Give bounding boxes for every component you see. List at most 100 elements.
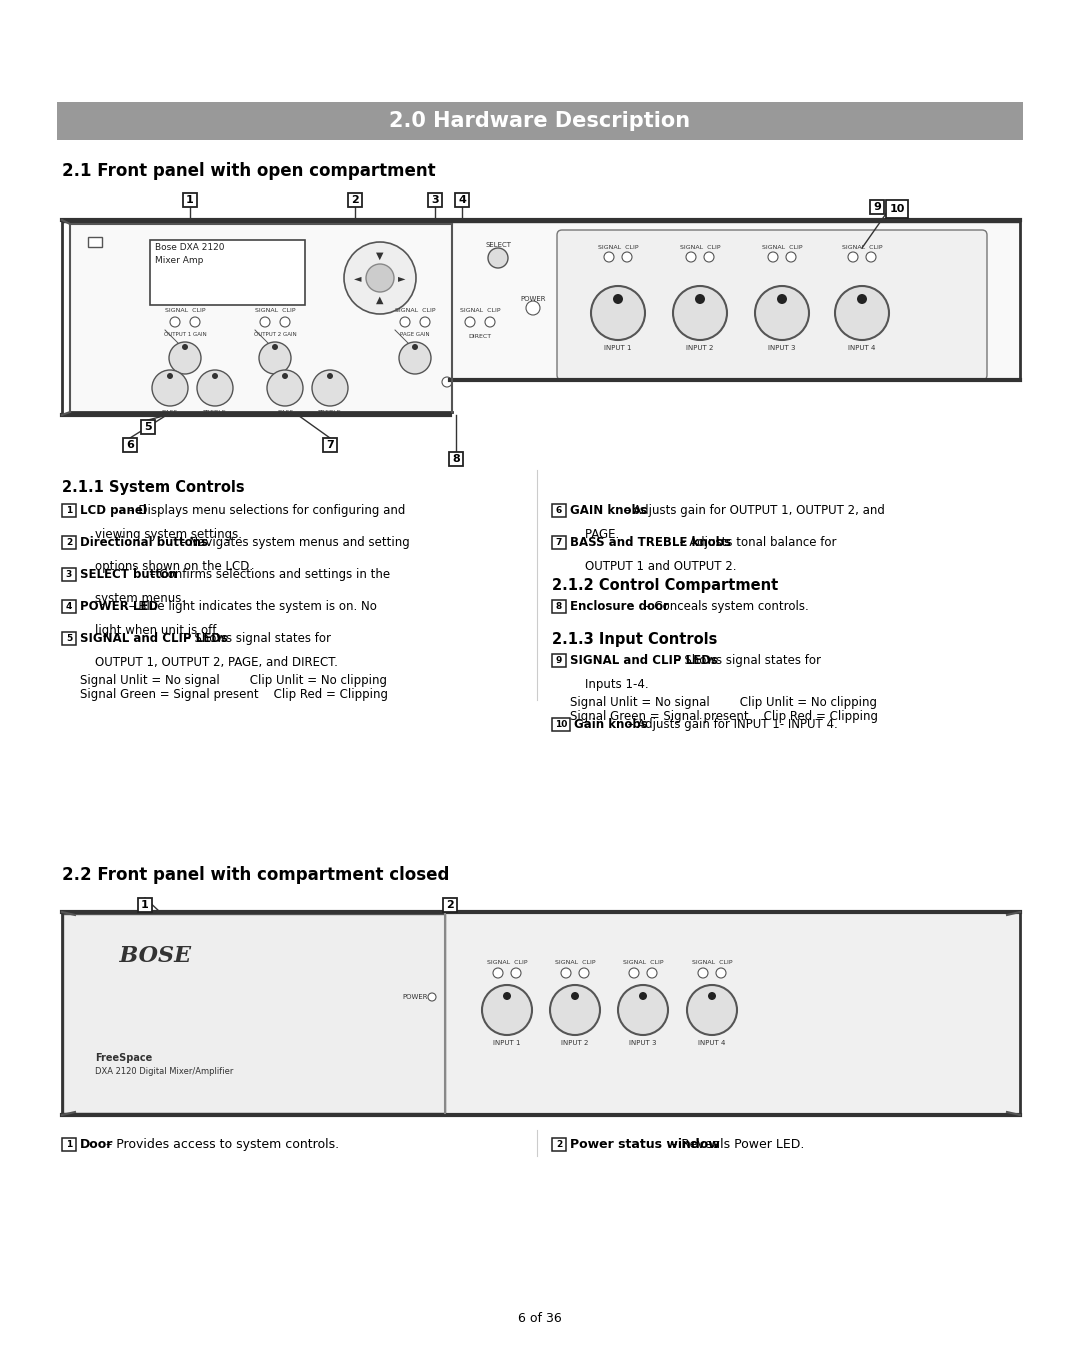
Text: options shown on the LCD.: options shown on the LCD.: [80, 561, 253, 573]
Circle shape: [420, 316, 430, 327]
Circle shape: [848, 252, 858, 262]
Text: – Navigates system menus and setting: – Navigates system menus and setting: [176, 536, 409, 548]
Text: system menus.: system menus.: [80, 592, 185, 606]
Circle shape: [618, 985, 669, 1035]
Text: SIGNAL  CLIP: SIGNAL CLIP: [555, 960, 595, 964]
Text: 6 of 36: 6 of 36: [518, 1312, 562, 1324]
Text: SIGNAL  CLIP: SIGNAL CLIP: [487, 960, 527, 964]
Text: Signal Green = Signal present    Clip Red = Clipping: Signal Green = Signal present Clip Red =…: [570, 711, 878, 723]
Circle shape: [647, 968, 657, 978]
Text: 5: 5: [66, 634, 72, 642]
Circle shape: [591, 286, 645, 340]
Circle shape: [259, 342, 291, 374]
Circle shape: [755, 286, 809, 340]
Text: POWER LED: POWER LED: [80, 600, 158, 612]
Circle shape: [312, 370, 348, 406]
Text: 10: 10: [555, 720, 567, 728]
Text: 8: 8: [453, 454, 460, 464]
Text: SIGNAL  CLIP: SIGNAL CLIP: [395, 308, 435, 312]
Circle shape: [170, 316, 180, 327]
Circle shape: [704, 252, 714, 262]
Circle shape: [768, 252, 778, 262]
Text: DIRECT: DIRECT: [469, 334, 491, 340]
Text: INPUT 3: INPUT 3: [768, 345, 796, 351]
Bar: [552, 505, 566, 517]
Text: Signal Green = Signal present    Clip Red = Clipping: Signal Green = Signal present Clip Red =…: [80, 687, 388, 701]
Bar: [71, 225, 451, 411]
Circle shape: [399, 342, 431, 374]
Circle shape: [428, 993, 436, 1001]
Text: light when unit is off.: light when unit is off.: [80, 623, 219, 637]
Text: INPUT 2: INPUT 2: [686, 345, 714, 351]
Text: 7: 7: [326, 441, 334, 450]
Text: 3: 3: [66, 570, 72, 578]
Circle shape: [183, 344, 188, 351]
Circle shape: [400, 316, 410, 327]
Bar: [183, 192, 197, 207]
Text: SIGNAL  CLIP: SIGNAL CLIP: [165, 308, 205, 312]
Circle shape: [629, 968, 639, 978]
Text: SIGNAL  CLIP: SIGNAL CLIP: [841, 246, 882, 250]
Circle shape: [786, 252, 796, 262]
Bar: [63, 914, 445, 1113]
Text: 8: 8: [556, 602, 562, 611]
Circle shape: [858, 295, 867, 304]
Text: OUTPUT 1, OUTPUT 2, PAGE, and DIRECT.: OUTPUT 1, OUTPUT 2, PAGE, and DIRECT.: [80, 656, 338, 668]
Bar: [552, 536, 566, 548]
Text: Bose DXA 2120: Bose DXA 2120: [156, 243, 225, 252]
Circle shape: [613, 295, 623, 304]
Text: Gain knobs: Gain knobs: [573, 717, 648, 731]
Text: PAGE GAIN: PAGE GAIN: [401, 331, 430, 337]
Text: SIGNAL and CLIP LEDs: SIGNAL and CLIP LEDs: [80, 632, 228, 645]
Text: 2.2 Front panel with compartment closed: 2.2 Front panel with compartment closed: [62, 866, 449, 884]
Text: SIGNAL  CLIP: SIGNAL CLIP: [623, 960, 663, 964]
Circle shape: [561, 968, 571, 978]
Text: – Confirms selections and settings in the: – Confirms selections and settings in th…: [146, 567, 390, 581]
Circle shape: [866, 252, 876, 262]
Bar: [453, 220, 1020, 381]
Text: INPUT 4: INPUT 4: [848, 345, 876, 351]
Text: – Shows signal states for: – Shows signal states for: [181, 632, 330, 645]
Text: viewing system settings.: viewing system settings.: [80, 528, 242, 542]
Text: Mixer Amp: Mixer Amp: [156, 256, 203, 265]
Text: DXA 2120 Digital Mixer/Amplifier: DXA 2120 Digital Mixer/Amplifier: [95, 1067, 233, 1076]
Text: 2.1.3 Input Controls: 2.1.3 Input Controls: [552, 632, 717, 647]
Circle shape: [465, 316, 475, 327]
Text: INPUT 4: INPUT 4: [699, 1039, 726, 1046]
Circle shape: [267, 370, 303, 406]
Text: Directional buttons: Directional buttons: [80, 536, 208, 548]
Circle shape: [327, 372, 333, 379]
Bar: [552, 717, 570, 731]
Text: FreeSpace: FreeSpace: [95, 1053, 152, 1063]
Text: – Adjusts tonal balance for: – Adjusts tonal balance for: [676, 536, 837, 548]
Bar: [87, 237, 102, 247]
Circle shape: [604, 252, 615, 262]
Bar: [552, 600, 566, 612]
Circle shape: [442, 376, 453, 387]
Text: OUTPUT 1 and OUTPUT 2.: OUTPUT 1 and OUTPUT 2.: [570, 561, 737, 573]
Circle shape: [526, 301, 540, 315]
Circle shape: [835, 286, 889, 340]
Text: Enclosure door: Enclosure door: [570, 600, 669, 612]
Bar: [552, 1138, 566, 1151]
Circle shape: [622, 252, 632, 262]
Circle shape: [485, 316, 495, 327]
Circle shape: [488, 248, 508, 267]
Text: 4: 4: [458, 195, 465, 205]
Text: POWER: POWER: [521, 296, 545, 301]
Text: ▼: ▼: [376, 251, 383, 261]
Text: Door: Door: [80, 1138, 113, 1151]
Circle shape: [168, 342, 201, 374]
Circle shape: [411, 344, 418, 351]
Circle shape: [708, 992, 716, 1000]
Text: INPUT 1: INPUT 1: [494, 1039, 521, 1046]
Bar: [870, 201, 885, 214]
Text: 7: 7: [556, 537, 563, 547]
Circle shape: [212, 372, 218, 379]
Circle shape: [366, 265, 394, 292]
Text: – Blue light indicates the system is on. No: – Blue light indicates the system is on.…: [125, 600, 377, 612]
Text: 6: 6: [126, 441, 134, 450]
Text: 2: 2: [351, 195, 359, 205]
Bar: [62, 567, 76, 581]
Circle shape: [197, 370, 233, 406]
